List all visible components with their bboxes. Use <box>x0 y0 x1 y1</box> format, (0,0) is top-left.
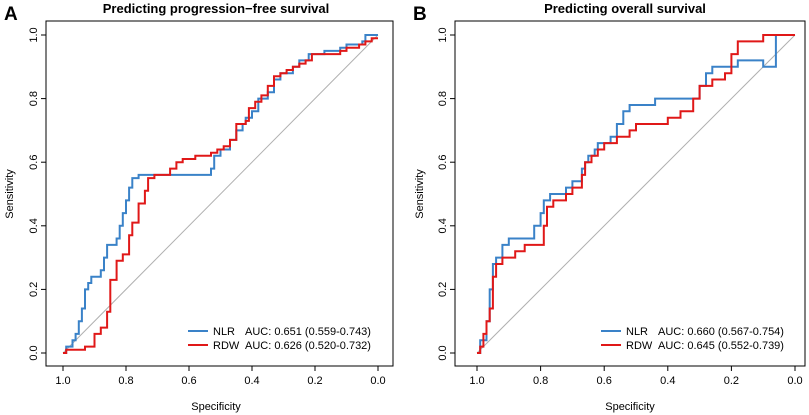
x-tick-label: 0.6 <box>597 375 612 387</box>
reference-diagonal <box>62 34 379 354</box>
panel-letter: B <box>413 4 427 25</box>
reference-diagonal <box>476 34 796 354</box>
x-tick-label: 0.0 <box>370 375 385 387</box>
series-layer <box>477 34 795 354</box>
y-tick-label: 0.6 <box>28 155 40 170</box>
y-axis: 0.0 0.2 0.4 0.6 0.8 1.0 <box>437 27 455 361</box>
roc-curve-rdw <box>477 34 795 354</box>
x-tick-label: 0.4 <box>244 375 259 387</box>
chart-title: Predicting progression−free survival <box>103 1 330 16</box>
y-axis-label: Sensitivity <box>414 169 426 219</box>
legend-label-nlr: NLR <box>626 326 648 338</box>
y-tick-label: 0.0 <box>437 345 449 360</box>
y-tick-label: 0.6 <box>437 155 449 170</box>
x-tick-label: 0.0 <box>787 375 802 387</box>
x-axis-label: Specificity <box>605 401 655 413</box>
y-tick-label: 0.8 <box>437 91 449 106</box>
x-tick-label: 1.0 <box>469 375 484 387</box>
y-tick-label: 1.0 <box>28 27 40 42</box>
x-tick-label: 0.6 <box>181 375 196 387</box>
legend-label-nlr: NLR <box>213 326 235 338</box>
x-tick-label: 0.4 <box>660 375 675 387</box>
legend-label-rdw: RDW <box>213 340 240 352</box>
roc-curve-rdw <box>63 37 378 354</box>
y-axis-label: Sensitivity <box>4 169 16 219</box>
y-tick-label: 0.2 <box>437 282 449 297</box>
legend-auc-rdw: AUC: 0.645 (0.552-0.739) <box>658 340 784 352</box>
y-tick-label: 0.4 <box>437 218 449 233</box>
legend: NLR AUC: 0.651 (0.559-0.743) RDW AUC: 0.626… <box>188 326 371 352</box>
legend-label-rdw: RDW <box>626 340 653 352</box>
x-axis-label: Specificity <box>191 401 241 413</box>
y-tick-label: 0.4 <box>28 218 40 233</box>
chart-title: Predicting overall survival <box>544 1 706 16</box>
series-layer <box>63 34 378 354</box>
legend-auc-nlr: AUC: 0.651 (0.559-0.743) <box>245 326 371 338</box>
legend-auc-rdw: AUC: 0.626 (0.520-0.732) <box>245 340 371 352</box>
x-tick-label: 0.2 <box>307 375 322 387</box>
y-tick-label: 1.0 <box>437 27 449 42</box>
x-tick-label: 1.0 <box>55 375 70 387</box>
x-axis: 1.0 0.8 0.6 0.4 0.2 0.0 <box>55 366 386 387</box>
x-axis: 1.0 0.8 0.6 0.4 0.2 0.0 <box>469 366 803 387</box>
panel-letter: A <box>4 4 18 25</box>
plot-frame <box>45 20 394 367</box>
x-tick-label: 0.8 <box>533 375 548 387</box>
legend: NLR AUC: 0.660 (0.567-0.754) RDW AUC: 0.645… <box>601 326 784 352</box>
x-tick-label: 0.8 <box>118 375 133 387</box>
roc-curve-nlr <box>63 34 378 354</box>
legend-auc-nlr: AUC: 0.660 (0.567-0.754) <box>658 326 784 338</box>
y-tick-label: 0.0 <box>28 345 40 360</box>
plot-frame <box>454 20 806 367</box>
y-tick-label: 0.2 <box>28 282 40 297</box>
y-axis: 0.0 0.2 0.4 0.6 0.8 1.0 <box>28 27 46 361</box>
y-tick-label: 0.8 <box>28 91 40 106</box>
panel-a: A Predicting progression−free survival 1… <box>4 1 394 413</box>
panel-b: B Predicting overall survival 1.0 0.8 0.6 0… <box>413 1 806 413</box>
x-tick-label: 0.2 <box>724 375 739 387</box>
